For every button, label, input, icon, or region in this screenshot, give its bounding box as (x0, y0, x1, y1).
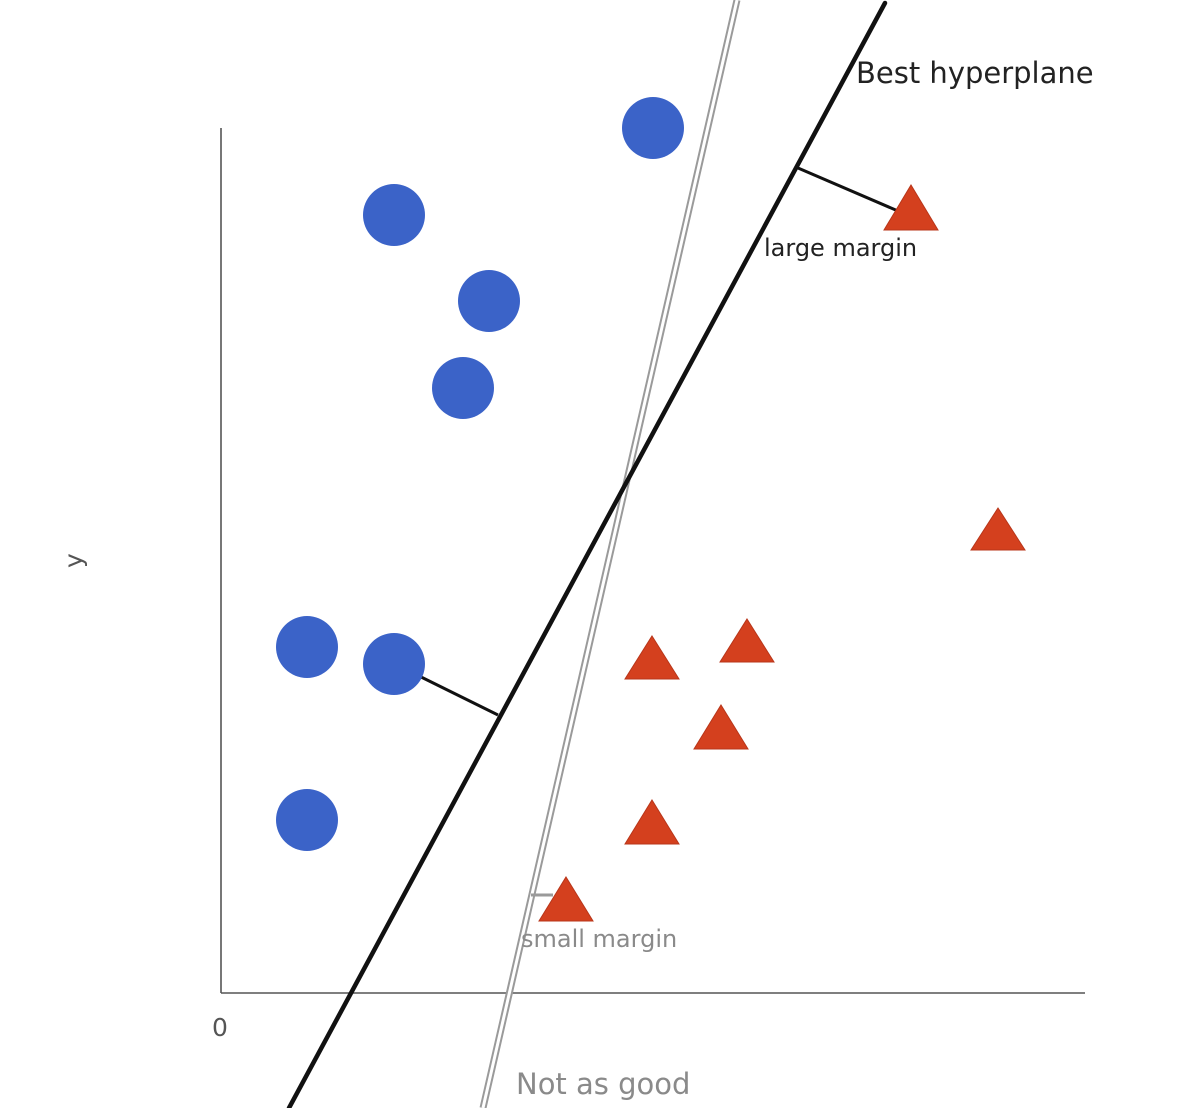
class-b-point (624, 799, 680, 845)
class-b-point (624, 635, 680, 680)
class-a-point (432, 357, 494, 419)
class-a-point (622, 97, 684, 159)
best-hyperplane-label: Best hyperplane (856, 56, 1094, 90)
alternative-hyperplane-core (481, 0, 739, 1108)
large-margin-connector-bottom (412, 671, 499, 717)
class-b-point (719, 618, 775, 663)
class-a-point (363, 184, 425, 246)
class-b-points (538, 184, 1026, 922)
best-hyperplane-line (286, 0, 888, 1108)
class-b-point (538, 876, 594, 922)
class-a-point (458, 270, 520, 332)
class-b-point (693, 704, 749, 750)
not-as-good-label: Not as good (516, 1067, 690, 1101)
axes (220, 128, 1085, 994)
large-margin-label: large margin (764, 234, 917, 262)
class-b-point (883, 184, 939, 231)
class-b-point (970, 507, 1026, 551)
class-a-points (276, 97, 684, 851)
origin-label: 0 (212, 1013, 228, 1042)
class-a-point (276, 789, 338, 851)
small-margin-label: small margin (521, 925, 677, 953)
large-margin-connector-top (797, 166, 899, 213)
class-a-point (276, 616, 338, 678)
class-a-point (363, 633, 425, 695)
y-axis-label: y (59, 553, 88, 568)
alternative-hyperplane (479, 0, 741, 1108)
